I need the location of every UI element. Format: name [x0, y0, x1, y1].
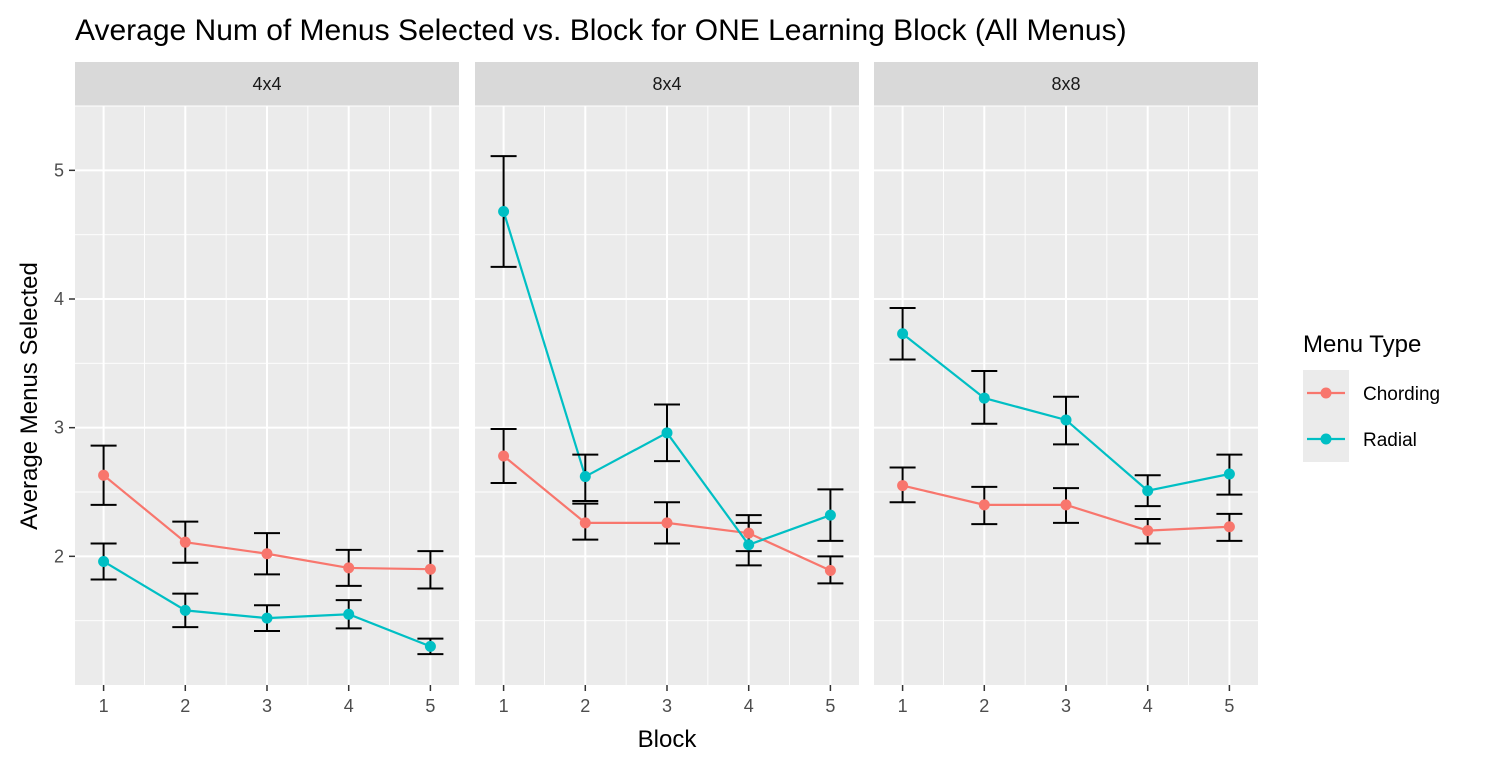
data-point-chording [579, 517, 591, 529]
facet-panel: 8x8 1 2 3 4 5 [874, 62, 1258, 716]
data-point-radial [743, 539, 755, 551]
x-tick-label: 3 [662, 696, 672, 716]
data-point-radial [661, 427, 673, 439]
facet-strip [475, 62, 859, 106]
data-point-radial [824, 509, 836, 521]
facet-panel: 8x4 1 2 3 4 5 [475, 62, 859, 716]
data-point-chording [1142, 525, 1154, 537]
data-point-radial [98, 555, 110, 567]
legend: Menu Type Chording Radial [1303, 331, 1440, 462]
x-tick-label: 4 [744, 696, 754, 716]
x-tick-label: 4 [1143, 696, 1153, 716]
legend-label: Chording [1363, 384, 1440, 405]
facet-label: 4x4 [252, 74, 281, 94]
x-tick-label: 1 [99, 696, 109, 716]
data-point-radial [498, 206, 510, 218]
data-point-chording [743, 527, 755, 539]
legend-label: Radial [1363, 430, 1417, 451]
facet-panels: 4x4 1 2 3 4 5 8x4 1 2 3 4 5 8x8 1 2 3 4 5 [75, 62, 1258, 716]
data-point-radial [1060, 414, 1072, 426]
x-tick-label: 5 [825, 696, 835, 716]
data-point-chording [824, 564, 836, 576]
legend-key-point [1320, 387, 1332, 399]
x-tick-label: 4 [344, 696, 354, 716]
data-point-radial [343, 608, 355, 620]
x-tick-label: 2 [180, 696, 190, 716]
facet-panel: 4x4 1 2 3 4 5 [75, 62, 459, 716]
data-point-radial [897, 328, 909, 340]
data-point-chording [179, 536, 191, 548]
data-point-chording [498, 450, 510, 462]
legend-title: Menu Type [1303, 331, 1421, 358]
y-tick-label: 4 [54, 289, 64, 309]
data-point-radial [424, 640, 436, 652]
facet-strip [874, 62, 1258, 106]
y-tick-label: 3 [54, 418, 64, 438]
chart-title: Average Num of Menus Selected vs. Block … [75, 14, 1127, 47]
data-point-radial [179, 604, 191, 616]
x-tick-label: 5 [425, 696, 435, 716]
data-point-chording [424, 563, 436, 575]
facet-label: 8x4 [652, 74, 681, 94]
x-tick-label: 3 [1061, 696, 1071, 716]
data-point-chording [897, 480, 909, 492]
legend-key-point [1320, 433, 1332, 445]
data-point-chording [978, 499, 990, 511]
legend-entry: Chording [1303, 370, 1440, 416]
y-axis-title: Average Menus Selected [16, 262, 43, 530]
x-tick-label: 2 [580, 696, 590, 716]
data-point-chording [261, 548, 273, 560]
data-point-radial [579, 471, 591, 483]
legend-entry: Radial [1303, 416, 1417, 462]
x-tick-label: 1 [898, 696, 908, 716]
x-tick-label: 5 [1224, 696, 1234, 716]
x-tick-label: 2 [979, 696, 989, 716]
y-tick-label: 2 [54, 546, 64, 566]
data-point-chording [98, 469, 110, 481]
y-axis: 2 3 4 5 [54, 160, 75, 566]
x-tick-label: 1 [499, 696, 509, 716]
data-point-chording [1223, 521, 1235, 533]
data-point-radial [1223, 468, 1235, 480]
data-point-chording [1060, 499, 1072, 511]
data-point-radial [978, 392, 990, 404]
data-point-radial [261, 612, 273, 624]
x-axis-title: Block [638, 726, 698, 753]
data-point-radial [1142, 485, 1154, 497]
facet-strip [75, 62, 459, 106]
data-point-chording [661, 517, 673, 529]
x-tick-label: 3 [262, 696, 272, 716]
facet-label: 8x8 [1051, 74, 1080, 94]
y-tick-label: 5 [54, 160, 64, 180]
data-point-chording [343, 562, 355, 574]
